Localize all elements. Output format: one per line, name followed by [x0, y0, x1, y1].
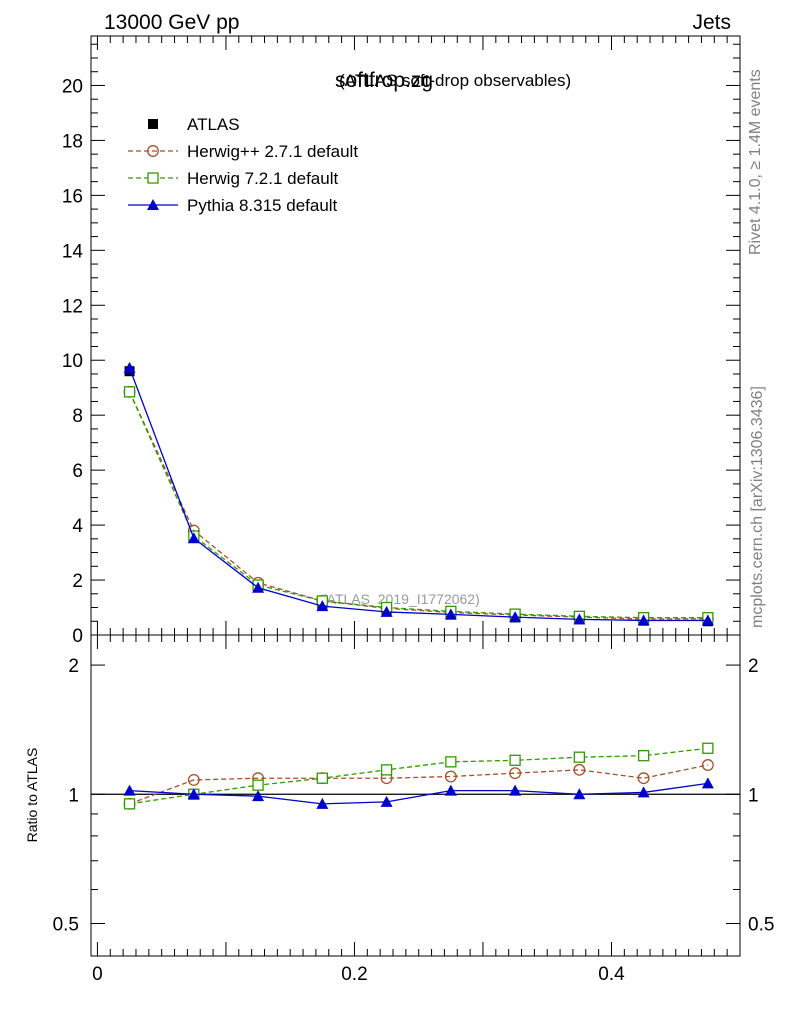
legend-label: Herwig 7.2.1 default: [187, 169, 338, 188]
legend-item-herwigpp: Herwig++ 2.7.1 default: [128, 142, 358, 161]
chart-subtitle: (ATLAS soft-drop observables): [339, 71, 571, 90]
ratio-frame: [90, 634, 741, 957]
main-panel: 0 2 4 6 8 10 12 14 16 18 20 softfrop.zg (ATLAS sof…: [62, 35, 741, 647]
main-line-herwigpp: [128, 391, 708, 620]
y-tick-label: 18: [62, 131, 83, 152]
legend-label: Pythia 8.315 default: [187, 196, 338, 215]
legend: ATLAS Herwig++ 2.7.1 default Herwig 7.2.1 …: [128, 115, 358, 215]
ratio-point-herwig7: [123, 798, 136, 810]
main-point-pythia: [252, 581, 265, 593]
ratio-point-herwig7: [702, 742, 714, 754]
y-tick-label: 12: [62, 296, 83, 317]
ratio-point-pythia: [637, 786, 650, 798]
ratio-point-herwigpp: [509, 767, 522, 780]
y-tick-label: 10: [62, 351, 83, 372]
ratio-point-pythia: [316, 797, 329, 809]
ratio-point-pythia: [123, 784, 136, 796]
main-point-pythia: [444, 608, 457, 620]
main-y-ticks: [91, 43, 740, 636]
main-point-pythia: [123, 361, 136, 373]
main-point-pythia: [187, 532, 200, 544]
chart-title: softfrop.zg: [335, 69, 433, 92]
legend-marker-herwigpp: [147, 145, 159, 157]
ratio-point-pythia: [509, 784, 522, 796]
y-tick-label: 14: [62, 241, 84, 262]
legend-item-pythia: Pythia 8.315 default: [128, 196, 338, 215]
ratio-y-tick-label-right: 2: [748, 656, 759, 677]
y-tick-label: 6: [72, 461, 83, 482]
ratio-point-pythia: [380, 795, 393, 807]
ratio-point-pythia: [573, 788, 586, 800]
ratio-point-herwigpp: [444, 770, 457, 783]
x-tick-label: 0: [92, 964, 103, 985]
y-tick-label: 0: [72, 626, 83, 647]
ratio-line-herwigpp: [129, 764, 709, 805]
y-tick-label: 20: [62, 76, 83, 97]
ratio-point-herwig7: [509, 754, 521, 766]
ratio-panel: 0.5 0.5 1 1 2 2 0 0.2 0.4 Ratio to ATLAS: [24, 634, 775, 985]
ratio-point-herwigpp: [187, 773, 200, 786]
legend-marker-herwig7: [147, 172, 159, 184]
main-point-pythia: [701, 614, 714, 626]
main-point-pythia: [509, 611, 522, 623]
ratio-point-pythia: [701, 777, 714, 789]
ratio-x-tick-labels: 0 0.2 0.4: [92, 964, 625, 985]
ratio-y-tick-label-right: 0.5: [748, 914, 774, 935]
main-point-herwig7: [123, 386, 136, 398]
ratio-point-pythia: [252, 790, 265, 802]
ratio-point-herwigpp: [573, 763, 586, 776]
ratio-x-ticks: [96, 635, 741, 956]
main-point-pythia: [573, 613, 586, 625]
ratio-point-herwig7: [380, 764, 393, 776]
legend-label: ATLAS: [187, 115, 240, 134]
main-point-pythia: [637, 614, 650, 626]
main-point-pythia: [380, 605, 393, 617]
legend-item-atlas: ATLAS: [148, 115, 240, 134]
ratio-y-tick-label-right: 1: [748, 785, 759, 806]
y-tick-label: 4: [72, 516, 83, 537]
main-line-pythia: [128, 367, 708, 622]
ratio-point-pythia: [444, 784, 457, 796]
ratio-point-herwigpp: [637, 772, 650, 785]
ratio-line-pythia: [129, 782, 708, 805]
ratio-point-herwig7: [637, 750, 650, 762]
y-tick-label: 2: [72, 571, 83, 592]
ratio-point-pythia: [187, 788, 200, 800]
ratio-y-tick-label-left: 1: [68, 785, 79, 806]
ratio-y-tick-label-left: 0.5: [53, 914, 79, 935]
rivet-label: Rivet 4.1.0, ≥ 1.4M events: [747, 69, 764, 255]
ratio-point-herwig7: [445, 756, 457, 768]
legend-item-herwig7: Herwig 7.2.1 default: [128, 169, 338, 188]
main-line-herwig7: [128, 391, 708, 619]
main-x-ticks: [96, 36, 741, 635]
x-tick-label: 0.2: [341, 964, 367, 985]
x-tick-label: 0.4: [598, 964, 625, 985]
y-tick-label: 8: [72, 406, 83, 427]
ratio-point-herwigpp: [701, 759, 714, 771]
main-y-tick-labels: 0 2 4 6 8 10 12 14 16 18 20: [62, 76, 84, 647]
ratio-series: [123, 742, 714, 810]
ratio-y-tick-labels: 0.5 0.5 1 1 2 2: [53, 656, 775, 935]
ratio-y-tick-label-left: 2: [68, 656, 79, 677]
ratio-y-axis-label: Ratio to ATLAS: [24, 748, 40, 843]
ratio-point-herwig7: [252, 779, 264, 791]
ratio-point-herwig7: [573, 751, 586, 763]
legend-marker-pythia: [147, 199, 159, 210]
analysis-watermark: (ATLAS_2019_I1772062): [322, 591, 480, 607]
y-tick-label: 16: [62, 186, 83, 207]
collision-label: 13000 GeV pp: [104, 11, 239, 34]
mcplots-label: mcplots.cern.ch [arXiv:1306.3436]: [749, 386, 766, 628]
ratio-line-herwig7: [129, 747, 708, 805]
ratio-point-herwig7: [316, 772, 328, 784]
main-series: [123, 361, 714, 627]
main-point-pythia: [316, 600, 329, 612]
legend-label: Herwig++ 2.7.1 default: [187, 142, 358, 161]
jets-label: Jets: [692, 11, 731, 34]
legend-marker-atlas: [148, 119, 158, 129]
